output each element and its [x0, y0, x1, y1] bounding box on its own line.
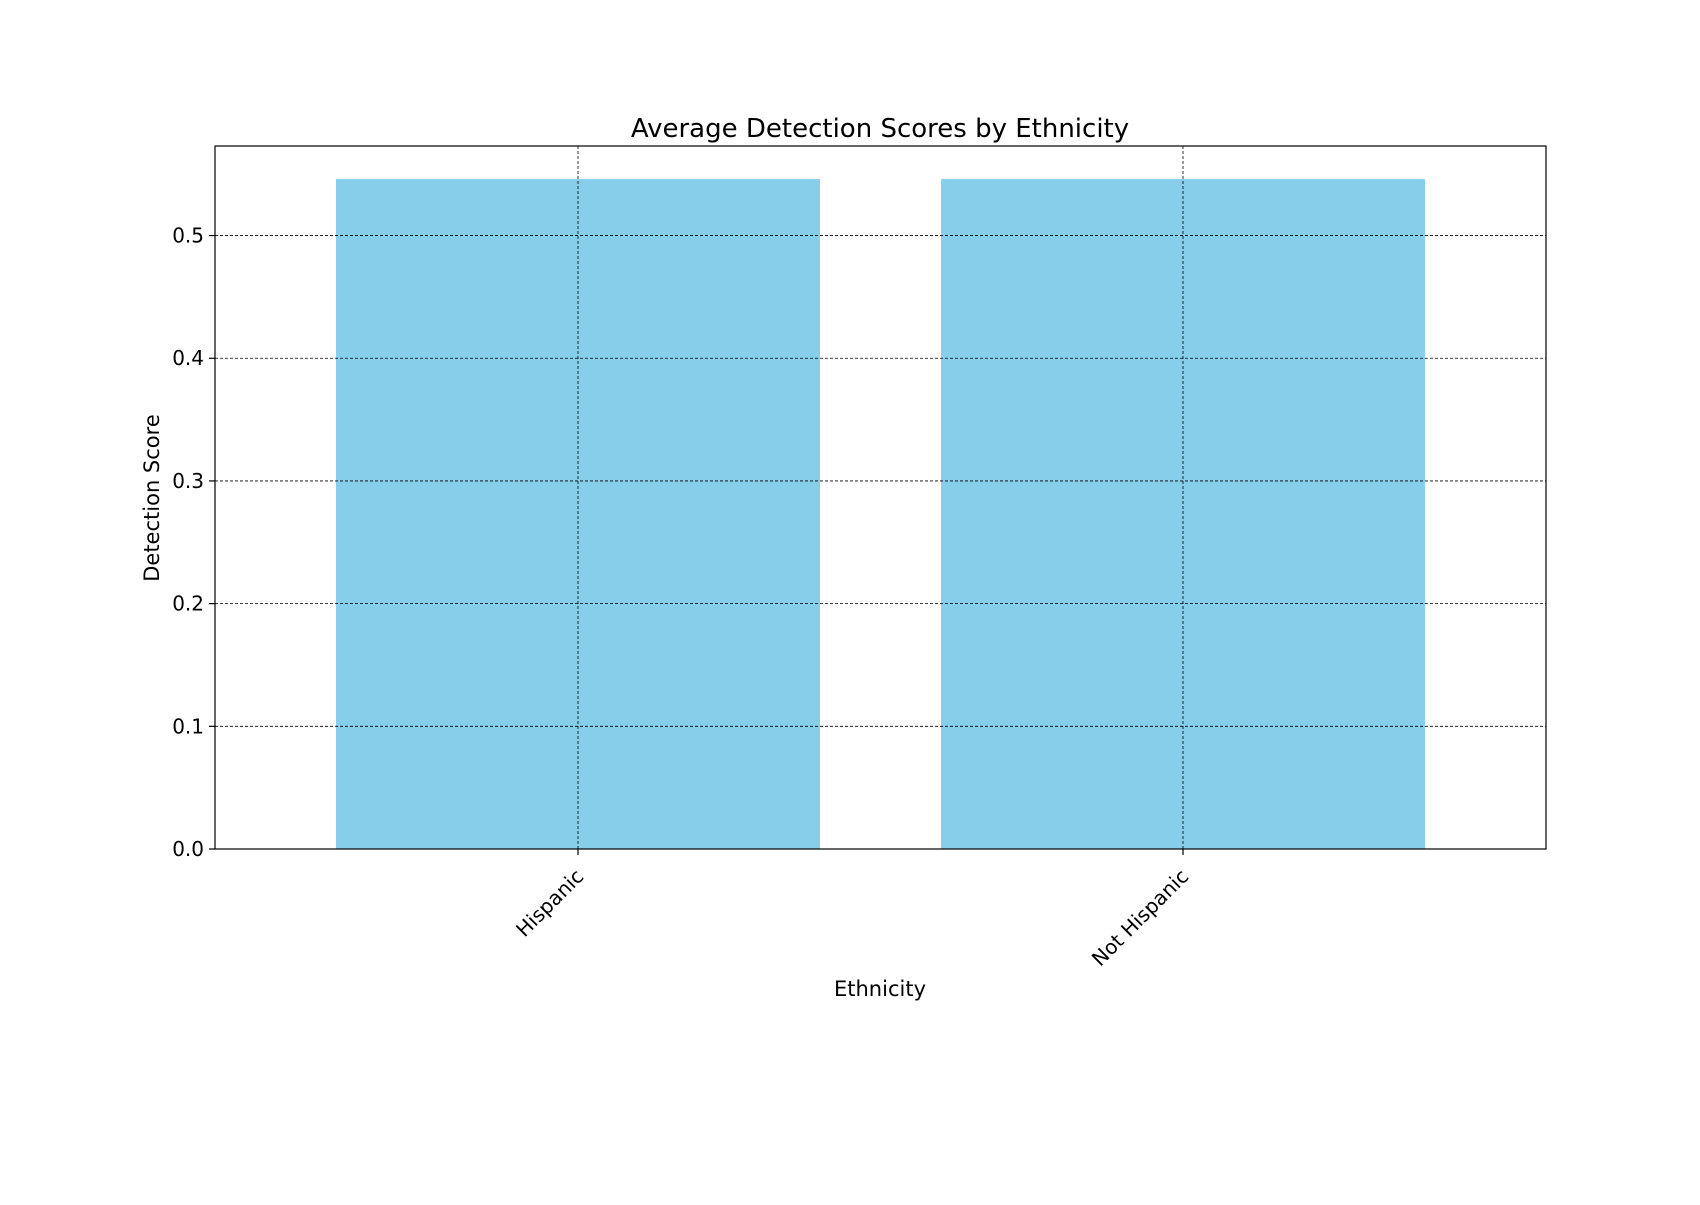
- x-axis-label: Ethnicity: [834, 977, 926, 1001]
- y-tick-label: 0.3: [172, 469, 204, 493]
- y-tick-label: 0.4: [172, 346, 204, 370]
- y-tick-label: 0.2: [172, 592, 204, 616]
- x-tick-label: Hispanic: [511, 864, 588, 941]
- y-axis-label: Detection Score: [140, 414, 164, 582]
- x-tick-label: Not Hispanic: [1087, 864, 1193, 970]
- y-tick-label: 0.0: [172, 837, 204, 861]
- y-tick-label: 0.5: [172, 224, 204, 248]
- chart-title: Average Detection Scores by Ethnicity: [631, 114, 1129, 144]
- y-tick-label: 0.1: [172, 714, 204, 738]
- plot-frame: [214, 145, 1547, 850]
- plot-area: 0.0 0.1 0.2 0.3 0.4 0.5 Hispanic Not Hispanic: [172, 145, 1547, 971]
